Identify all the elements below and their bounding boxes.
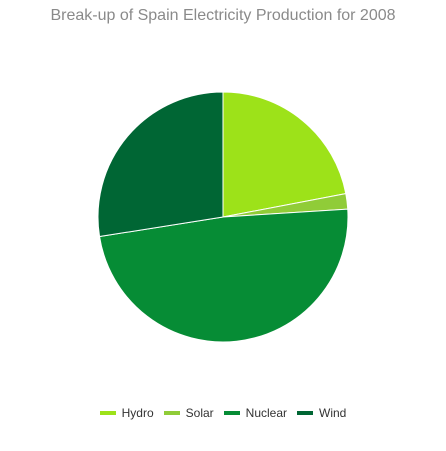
legend-swatch (163, 411, 180, 415)
legend-item-nuclear[interactable]: Nuclear (223, 406, 288, 420)
legend-label: Wind (319, 406, 347, 420)
pie-slice-wind[interactable] (97, 91, 224, 238)
legend-label: Hydro (121, 406, 154, 420)
legend-label: Nuclear (245, 406, 288, 420)
legend-swatch (223, 411, 240, 415)
legend-swatch (297, 411, 314, 415)
legend-item-solar[interactable]: Solar (163, 406, 214, 420)
legend-item-hydro[interactable]: Hydro (99, 406, 154, 420)
pie-slice-hydro[interactable] (222, 91, 347, 218)
pie-slice-nuclear[interactable] (98, 208, 349, 343)
legend-swatch (99, 411, 116, 415)
legend-label: Solar (185, 406, 214, 420)
legend: Hydro Solar Nuclear Wind (0, 406, 446, 420)
chart-title: Break-up of Spain Electricity Production… (50, 7, 396, 24)
legend-item-wind[interactable]: Wind (297, 406, 346, 420)
